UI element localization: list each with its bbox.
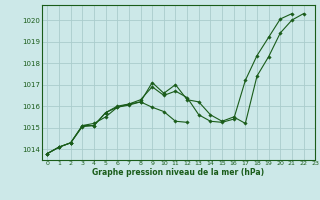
X-axis label: Graphe pression niveau de la mer (hPa): Graphe pression niveau de la mer (hPa) [92,168,264,177]
